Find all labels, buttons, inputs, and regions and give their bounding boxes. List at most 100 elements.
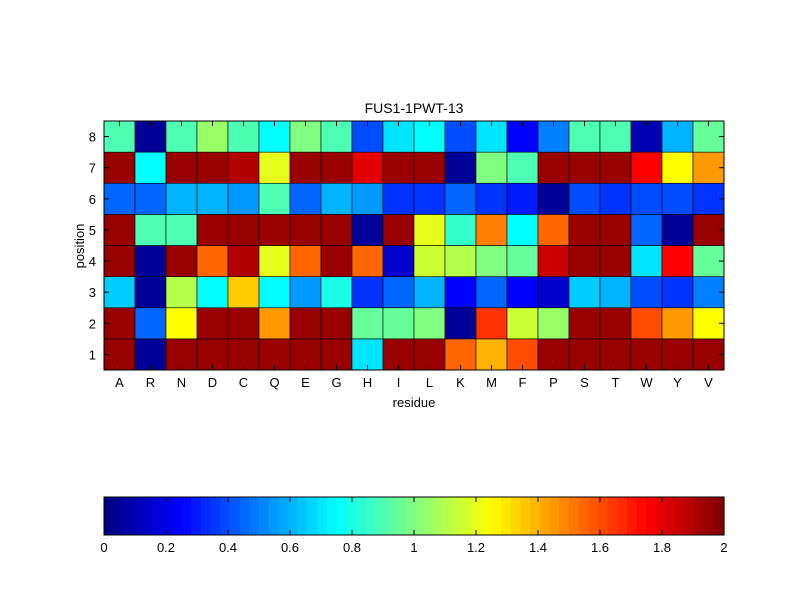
x-tick-label: C	[239, 375, 248, 390]
heatmap-cell	[475, 182, 508, 215]
heatmap-cell	[134, 151, 167, 184]
heatmap-cell	[289, 182, 322, 215]
heatmap-cell	[103, 245, 136, 277]
heatmap-cell	[165, 182, 198, 215]
heatmap-cell	[537, 245, 570, 277]
heatmap-cell	[165, 245, 198, 277]
heatmap-cell	[134, 214, 167, 246]
heatmap-cells	[103, 120, 725, 371]
colorbar-segment	[307, 497, 318, 535]
colorbar-segment	[472, 497, 483, 535]
heatmap-cell	[382, 214, 415, 246]
colorbar-segment	[559, 497, 570, 535]
colorbar-segment	[142, 497, 154, 535]
x-tick-label: N	[177, 375, 186, 390]
heatmap-cell	[165, 276, 198, 309]
heatmap-cell	[103, 214, 136, 246]
heatmap-cell	[599, 214, 632, 246]
heatmap-cell	[568, 214, 601, 246]
heatmap-cell	[475, 120, 508, 153]
colorbar-segment	[501, 497, 512, 535]
heatmap-cell	[320, 182, 353, 215]
colorbar-segment	[481, 497, 493, 535]
colorbar-segment	[598, 497, 609, 535]
colorbar-segment	[694, 497, 706, 535]
heatmap-cell	[568, 245, 601, 277]
colorbar-segment	[510, 497, 522, 535]
heatmap-cell	[537, 276, 570, 309]
heatmap-cell	[630, 182, 663, 215]
colorbar-segment	[685, 497, 696, 535]
y-tick-label: 4	[89, 254, 96, 269]
heatmap-cell	[475, 276, 508, 309]
colorbar-segment	[171, 497, 183, 535]
x-tick-label: R	[146, 375, 155, 390]
colorbar-segment	[617, 497, 628, 535]
heatmap-cell	[661, 245, 694, 277]
heatmap-cell	[599, 276, 632, 309]
heatmap-cell	[568, 338, 601, 371]
heatmap-cell	[351, 214, 384, 246]
heatmap-cell	[196, 245, 229, 277]
heatmap-cell	[351, 307, 384, 340]
colorbar-segment	[539, 497, 551, 535]
x-tick-label: T	[612, 375, 620, 390]
heatmap-cell	[568, 307, 601, 340]
heatmap-cell	[661, 307, 694, 340]
heatmap-cell	[630, 214, 663, 246]
colorbar-segment	[326, 497, 338, 535]
colorbar-segment	[636, 497, 648, 535]
x-tick-label: H	[363, 375, 372, 390]
heatmap-cell	[289, 214, 322, 246]
colorbar-segment	[462, 497, 473, 535]
heatmap-cell	[568, 120, 601, 153]
heatmap-cell	[351, 182, 384, 215]
heatmap-cell	[258, 151, 291, 184]
heatmap-cell	[134, 182, 167, 215]
colorbar-segment	[268, 497, 279, 535]
heatmap-cell	[537, 214, 570, 246]
heatmap-cell	[630, 151, 663, 184]
colorbar-tick-label: 1.4	[529, 540, 547, 555]
heatmap-cell	[258, 182, 291, 215]
heatmap-cell	[444, 182, 477, 215]
heatmap-cell	[475, 151, 508, 184]
x-tick-label: F	[519, 375, 527, 390]
heatmap-cell	[227, 245, 260, 277]
y-axis-ticks: 1 2 3 4 5 6 7 8	[89, 130, 724, 362]
colorbar-segment	[404, 497, 415, 535]
y-tick-label: 7	[89, 161, 96, 176]
colorbar-segment	[123, 497, 134, 535]
heatmap-cell	[692, 338, 725, 371]
colorbar-segment	[278, 497, 289, 535]
colorbar-segment	[249, 497, 260, 535]
heatmap-cell	[630, 245, 663, 277]
heatmap-cell	[537, 151, 570, 184]
heatmap-cell	[289, 276, 322, 309]
colorbar-segment	[520, 497, 531, 535]
heatmap-cell	[382, 182, 415, 215]
y-tick-label: 3	[89, 285, 96, 300]
heatmap-cell	[196, 120, 229, 153]
heatmap-cell	[351, 120, 384, 153]
colorbar-segment	[210, 497, 221, 535]
heatmap-cell	[506, 245, 539, 277]
heatmap-cell	[103, 182, 136, 215]
colorbar-segment	[646, 497, 657, 535]
heatmap-cell	[506, 307, 539, 340]
colorbar-segment	[104, 497, 115, 535]
x-tick-label: E	[301, 375, 310, 390]
heatmap-cell	[599, 338, 632, 371]
colorbar-tick-label: 2	[720, 540, 727, 555]
x-tick-label: Y	[673, 375, 682, 390]
heatmap-cell	[351, 151, 384, 184]
heatmap-cell	[103, 276, 136, 309]
heatmap-cell	[196, 151, 229, 184]
colorbar-tick-label: 0.6	[281, 540, 299, 555]
colorbar-segment	[627, 497, 638, 535]
colorbar-segment	[375, 497, 386, 535]
heatmap-cell	[661, 338, 694, 371]
colorbar-segment	[220, 497, 231, 535]
heatmap-cell	[196, 307, 229, 340]
